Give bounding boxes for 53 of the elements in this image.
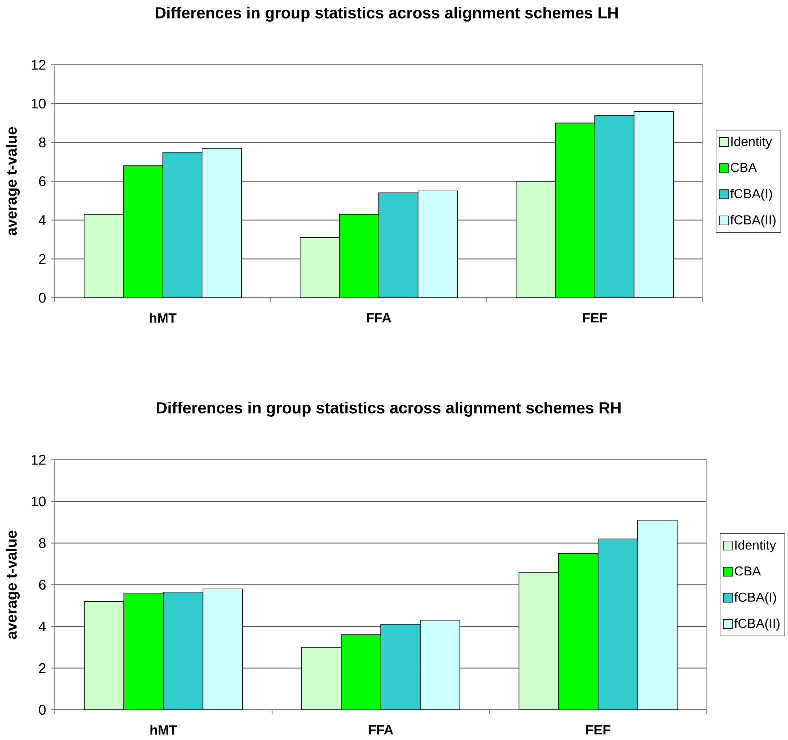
bar xyxy=(638,520,678,710)
bar xyxy=(418,190,458,298)
x-tick-label: FFA xyxy=(369,725,394,735)
y-tick-label: 4 xyxy=(38,216,46,226)
chart-title: Differences in group statistics across alignment schemes LH xyxy=(156,7,618,22)
legend-label: fCBA(II) xyxy=(734,618,780,631)
bar xyxy=(516,181,556,298)
y-axis-title: average t-value xyxy=(6,127,20,236)
bar xyxy=(598,538,638,710)
y-tick-label: 8 xyxy=(39,538,46,548)
bar xyxy=(84,214,124,298)
y-tick-label: 10 xyxy=(32,496,46,507)
bar xyxy=(634,111,674,298)
x-tick-label: FEF xyxy=(583,313,608,323)
y-tick-label: 12 xyxy=(32,60,46,70)
bar xyxy=(302,647,342,710)
y-tick-label: 8 xyxy=(39,138,46,148)
bar xyxy=(163,592,204,710)
y-tick-label: 0 xyxy=(39,705,46,715)
bar xyxy=(594,115,635,298)
bar xyxy=(518,572,560,710)
legend-label: CBA xyxy=(731,163,758,172)
y-tick-label: 4 xyxy=(38,622,46,632)
y-tick-label: 2 xyxy=(39,663,46,674)
bar xyxy=(162,152,203,298)
bar xyxy=(202,588,244,710)
x-tick-label: hMT xyxy=(150,725,178,735)
x-tick-label: FFA xyxy=(367,313,392,323)
legend-label: Identity xyxy=(736,540,776,552)
legend-label: CBA xyxy=(735,566,762,576)
bar xyxy=(123,166,164,298)
y-tick-label: 6 xyxy=(39,176,46,186)
bar xyxy=(420,620,460,710)
y-axis-title: average t-value xyxy=(6,530,20,640)
y-tick-label: 0 xyxy=(39,293,46,303)
legend-label: Identity xyxy=(732,136,772,149)
bar xyxy=(202,148,242,298)
y-tick-label: 2 xyxy=(39,254,46,264)
bar xyxy=(84,601,124,710)
chart-title: Differences in group statistics across alignment schemes RH xyxy=(157,402,621,417)
legend-label: fCBA(I) xyxy=(730,188,772,202)
legend-label: fCBA(I) xyxy=(734,592,776,605)
bar xyxy=(380,624,421,710)
bar xyxy=(339,214,380,298)
x-tick-label: hMT xyxy=(150,313,177,323)
bar xyxy=(300,237,340,298)
y-tick-label: 12 xyxy=(32,455,46,465)
y-tick-label: 6 xyxy=(39,580,46,590)
x-tick-label: FEF xyxy=(586,725,611,735)
bar xyxy=(555,122,596,298)
y-tick-label: 10 xyxy=(32,98,46,109)
legend-label: fCBA(II) xyxy=(730,215,776,228)
bar xyxy=(378,192,419,298)
